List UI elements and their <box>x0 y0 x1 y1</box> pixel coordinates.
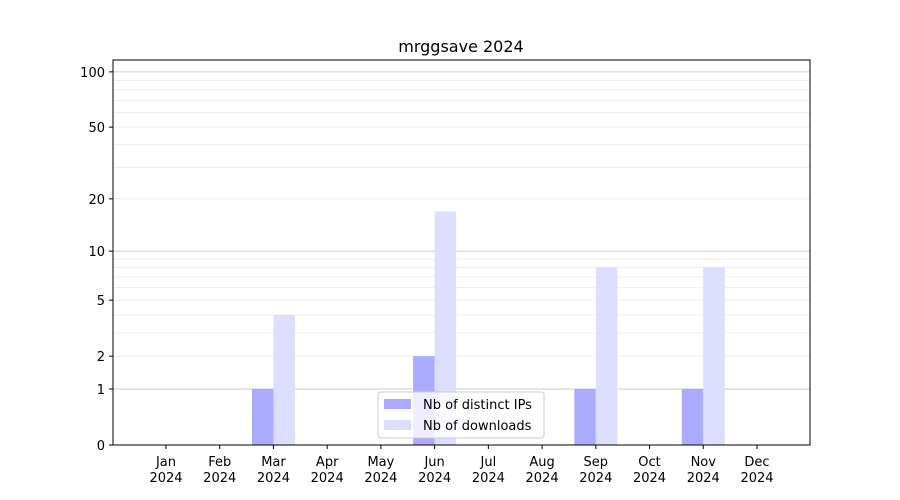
bar-downloads <box>703 267 725 445</box>
bar-distinct-ips <box>574 388 596 445</box>
bar-distinct-ips <box>251 388 274 445</box>
bar-downloads <box>434 211 457 445</box>
y-tick-label: 100 <box>80 66 105 81</box>
y-tick-label: 0 <box>97 439 105 454</box>
x-tick-label: 2024 <box>740 471 773 486</box>
x-tick-label: 2024 <box>579 471 612 486</box>
bar-distinct-ips <box>681 388 704 445</box>
legend-swatch <box>384 420 411 430</box>
legend-label: Nb of downloads <box>423 419 532 434</box>
legend: Nb of distinct IPs Nb of downloads <box>377 391 545 439</box>
bar-downloads <box>595 267 618 445</box>
x-tick-label: 2024 <box>526 471 559 486</box>
plot-frame <box>112 59 811 446</box>
x-tick-label: Nov <box>691 455 717 470</box>
x-tick-label: May <box>367 455 394 470</box>
y-tick-label: 5 <box>97 294 105 309</box>
x-tick-label: 2024 <box>311 471 344 486</box>
x-tick-label: Jan <box>155 455 176 470</box>
x-tick-label: Mar <box>261 455 286 470</box>
x-tick-label: 2024 <box>257 471 290 486</box>
x-tick-label: Jun <box>423 455 444 470</box>
bar-downloads <box>273 314 295 445</box>
y-tick-label: 10 <box>88 245 105 260</box>
x-tick-label: Apr <box>316 455 339 470</box>
x-tick-label: Oct <box>638 455 660 470</box>
y-tick-label: 20 <box>88 193 105 208</box>
x-tick-label: 2024 <box>418 471 451 486</box>
x-tick-label: 2024 <box>687 471 720 486</box>
y-tick-label: 50 <box>88 121 105 136</box>
x-tick-label: 2024 <box>633 471 666 486</box>
x-tick-label: 2024 <box>149 471 182 486</box>
legend-label: Nb of distinct IPs <box>423 398 532 413</box>
x-tick-label: Jul <box>480 455 497 470</box>
x-tick-label: 2024 <box>364 471 397 486</box>
x-tick-label: Sep <box>584 455 609 470</box>
x-tick-label: 2024 <box>203 471 236 486</box>
chart-title: mrggsave 2024 <box>398 37 523 56</box>
legend-box <box>377 391 545 439</box>
x-tick-label: Aug <box>529 455 554 470</box>
x-tick-label: Feb <box>208 455 231 470</box>
x-tick-label: 2024 <box>472 471 505 486</box>
y-tick-label: 1 <box>97 383 105 398</box>
y-tick-label: 2 <box>97 350 105 365</box>
legend-swatch <box>384 399 411 409</box>
x-tick-label: Dec <box>744 455 769 470</box>
